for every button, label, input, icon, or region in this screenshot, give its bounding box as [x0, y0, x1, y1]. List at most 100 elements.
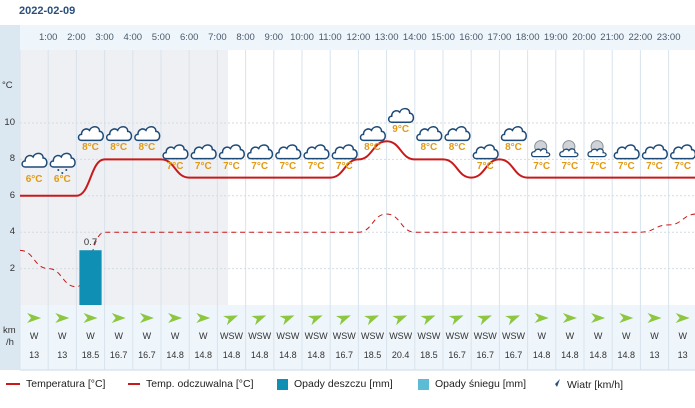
wind-arrow-icon — [675, 313, 690, 323]
temp-label: 8°C — [420, 142, 438, 154]
cloud-icon — [613, 144, 640, 160]
wind-arrow-icon — [364, 315, 379, 326]
wind-arrow-shape — [619, 313, 634, 323]
wind-arrow-icon — [27, 313, 42, 323]
wind-arrow-icon — [307, 315, 323, 326]
temp-label: 7°C — [589, 160, 607, 172]
hour-label: 1:00 — [38, 32, 58, 43]
wind-arrow-icon — [168, 313, 183, 323]
wind-direction: WSW — [502, 331, 525, 341]
wind-arrow-shape — [251, 315, 267, 326]
cloud-icon — [21, 152, 48, 168]
hour-label: 2:00 — [67, 32, 86, 43]
wind-arrow-icon — [392, 315, 408, 326]
wind-arrow-shape — [139, 313, 154, 323]
wind-arrow-icon — [505, 315, 520, 326]
temp-label: 8°C — [448, 142, 466, 154]
cloud-shape — [77, 126, 104, 142]
hour-label: 20:00 — [572, 32, 596, 43]
wind-arrow-shape — [505, 315, 520, 326]
wind-direction: WSW — [220, 331, 243, 341]
temp-label: 8°C — [110, 142, 128, 154]
wind-arrow-shape — [364, 315, 379, 326]
temp-label: 7°C — [617, 160, 635, 172]
wind-speed: 16.7 — [476, 350, 495, 360]
wind-direction: W — [170, 331, 180, 341]
wind-direction: W — [650, 331, 659, 341]
temp-label: 7°C — [307, 160, 325, 172]
wind-arrow-icon — [448, 315, 464, 326]
hour-label: 15:00 — [431, 32, 455, 43]
cloud-shape — [105, 126, 133, 142]
cloud-icon — [669, 144, 695, 160]
temp-label: 7°C — [561, 160, 579, 172]
y-tick-label: 6 — [9, 189, 15, 201]
wind-direction: WSW — [361, 331, 384, 341]
wind-direction: WSW — [248, 331, 272, 341]
hour-label: 21:00 — [600, 32, 625, 43]
cloud-shape — [359, 126, 386, 142]
hour-label: 11:00 — [318, 32, 342, 43]
wind-speed: 16.7 — [335, 350, 354, 360]
cloud-shape — [387, 107, 415, 123]
drizzle-dot — [65, 169, 68, 171]
hour-label: 7:00 — [208, 32, 227, 43]
hour-label: 8:00 — [236, 32, 255, 43]
legend-temperature-label: Temperatura [°C] — [26, 378, 106, 390]
cloud-icon — [134, 126, 161, 142]
cloud-shape — [275, 144, 302, 160]
cloud-icon — [303, 144, 330, 160]
wind-direction: W — [86, 331, 95, 341]
cloud-drizzle-icon — [49, 152, 76, 168]
wind-arrow-shape — [223, 315, 238, 326]
wind-speed: 13 — [29, 350, 40, 360]
wind-arrow-icon — [647, 313, 662, 323]
wind-direction: WSW — [473, 331, 497, 341]
cloud-icon — [331, 144, 358, 160]
rain-bar — [79, 250, 102, 305]
wind-speed: 13 — [649, 350, 660, 360]
wind-arrow-icon — [476, 315, 492, 326]
legend-feels-like-label: Temp. odczuwalna [°C] — [146, 378, 254, 390]
temp-label: 8°C — [505, 142, 522, 154]
wind-arrow-icon — [591, 313, 606, 323]
moon-cloud-icon — [530, 140, 551, 158]
wind-speed: 13 — [57, 350, 68, 360]
legend-wind-label: Wiatr [km/h] — [567, 379, 624, 391]
wind-arrow-icon — [223, 315, 238, 326]
hour-label: 14:00 — [402, 32, 427, 43]
y-axis-unit: °C — [2, 80, 13, 91]
cloud-shape — [190, 144, 217, 160]
wind-speed: 14.8 — [166, 350, 184, 360]
y-tick-label: 8 — [9, 153, 15, 165]
wind-arrow-icon — [55, 313, 70, 323]
wind-arrow-shape — [392, 315, 408, 326]
temp-label: 7°C — [194, 160, 212, 172]
cloud-icon — [444, 126, 471, 142]
cloud-shape — [49, 152, 76, 168]
temp-label: 7°C — [476, 160, 494, 172]
wind-arrow-icon — [111, 313, 126, 323]
hour-label: 3:00 — [95, 32, 114, 43]
cloud-shape — [472, 144, 499, 160]
wind-direction: WSW — [389, 331, 413, 341]
wind-arrow-icon — [83, 313, 98, 323]
cloud-shape — [134, 126, 161, 142]
cloud-icon — [500, 126, 527, 142]
moon-cloud-icon — [587, 140, 607, 158]
y-tick-label: 2 — [9, 262, 15, 274]
hour-label: 23:00 — [656, 32, 681, 43]
wind-direction: WSW — [304, 331, 328, 341]
wind-speed: 13 — [677, 350, 688, 360]
wind-arrow-icon — [562, 313, 577, 323]
wind-arrow-shape — [196, 313, 211, 323]
y-tick-label: 10 — [4, 117, 15, 128]
legend-snow-label: Opady śniegu [mm] — [435, 378, 527, 390]
temp-label: 7°C — [223, 160, 240, 172]
wind-speed: 14.8 — [194, 350, 213, 360]
moon-cloud-icon — [559, 140, 579, 158]
cloud-icon — [105, 126, 133, 142]
wind-arrow-icon — [534, 313, 549, 323]
wind-arrow-shape — [562, 313, 577, 323]
hour-label: 17:00 — [487, 32, 512, 43]
